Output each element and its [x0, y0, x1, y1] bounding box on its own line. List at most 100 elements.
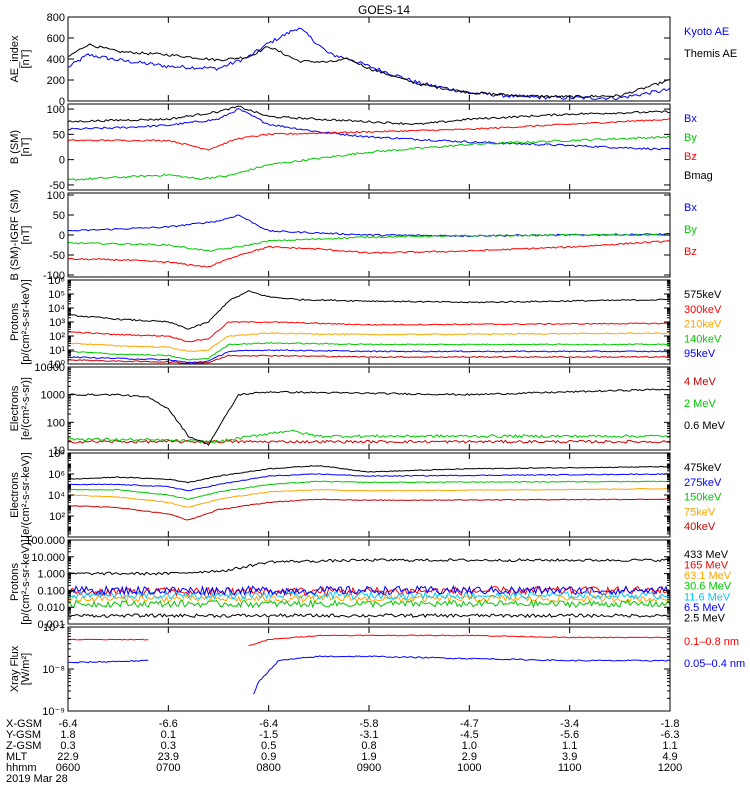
panel-6: 10² 10⁴ 10⁶ 10⁸ Electrons [e/(cm²-s-sr-keV)] 4…: [9, 448, 722, 538]
series-line-0.6-MeV: [68, 388, 670, 447]
series-line-475keV: [68, 465, 670, 484]
y-tick-label: 10²: [49, 511, 65, 523]
y-tick-label: 10²: [49, 331, 65, 343]
y-axis-label: [e/(cm²-s-sr)]: [20, 377, 32, 440]
legend-entry: 433 MeV: [684, 549, 729, 561]
x-axis-row-value: 2.9: [462, 751, 477, 763]
panel-2-series: [68, 105, 670, 181]
series-line-Bz: [68, 118, 670, 151]
y-tick-label: 600: [47, 33, 65, 45]
x-axis-row-value: 0800: [256, 762, 280, 774]
y-tick-label: 0.100: [37, 585, 65, 597]
x-axis-row-value: -3.4: [560, 718, 579, 730]
x-axis-row-value: 4.9: [662, 751, 677, 763]
legend-entry: 0.1–0.8 nm: [684, 636, 739, 648]
x-axis-row-label: Y-GSM: [6, 729, 41, 741]
x-axis-row-value: 23.9: [158, 751, 179, 763]
x-axis-row-value: 1.0: [462, 740, 477, 752]
x-axis-row-value: 1.9: [361, 751, 376, 763]
y-tick-label: 0.001: [37, 619, 65, 631]
y-axis-label: Protons: [9, 303, 21, 341]
series-line-40keV: [68, 498, 670, 521]
y-tick-label: 400: [47, 54, 65, 66]
legend-entry: 4 MeV: [684, 376, 716, 388]
legend-entry: 575keV: [684, 289, 722, 301]
legend-entry: 0.6 MeV: [684, 420, 726, 432]
x-axis-row-value: 1000: [457, 762, 481, 774]
y-tick-label: 10.000: [31, 552, 65, 564]
legend-entry: 210keV: [684, 319, 722, 331]
x-axis-row-value: 0.9: [261, 751, 276, 763]
y-axis-label: [W/m²]: [20, 653, 32, 685]
y-axis-label: Xray Flux: [9, 645, 21, 692]
x-axis-row-value: 3.9: [562, 751, 577, 763]
legend-entry: Bz: [684, 151, 697, 163]
figure-title: GOES-14: [358, 3, 410, 17]
series-line-0.1-0.8-nm-seg1: [68, 638, 149, 641]
legend-entry: By: [684, 224, 697, 236]
legend-entry: 2.5 MeV: [684, 612, 726, 624]
series-line-0.05-0.4-nm-seg1: [68, 659, 149, 664]
x-axis-row-label: Z-GSM: [6, 740, 41, 752]
y-tick-label: 10⁻⁸: [42, 664, 65, 676]
x-axis-row-label: hhmm: [6, 762, 37, 774]
y-tick-label: 0: [59, 230, 65, 242]
series-line-Themis-AE: [68, 43, 670, 99]
series-line-By: [68, 135, 670, 181]
y-tick-label: 0.010: [37, 602, 65, 614]
x-axis-row-value: 0700: [156, 762, 180, 774]
series-line-30.6-MeV: [68, 598, 670, 609]
panel-7-series: [68, 558, 670, 618]
legend-entry: Themis AE: [684, 48, 737, 60]
x-axis-row-value: 0600: [56, 762, 80, 774]
panel-2: -50 0 50 100 B (SM) [nT] Bx By Bz Bmag: [9, 103, 713, 192]
y-tick-label: 0: [59, 155, 65, 167]
x-axis-row-value: 1.1: [662, 740, 677, 752]
panel-3-series: [68, 214, 670, 268]
y-tick-label: 800: [47, 12, 65, 24]
x-axis-row-value: -5.6: [560, 729, 579, 741]
y-tick-label: 50: [53, 210, 65, 222]
date-label: 2019 Mar 28: [6, 773, 68, 785]
series-line-75keV: [68, 487, 670, 508]
series-line-4-MeV: [68, 439, 670, 444]
legend-entry: 275keV: [684, 477, 722, 489]
y-tick-label: 1000: [41, 390, 65, 402]
y-axis-label: [e/(cm²-s-sr-keV)]: [20, 452, 32, 538]
series-line-6.5-MeV: [68, 584, 670, 597]
y-tick-label: 0: [59, 96, 65, 108]
legend-entry: 300keV: [684, 304, 722, 316]
y-tick-label: 1.000: [37, 569, 65, 581]
panel-1-series: [68, 27, 670, 101]
x-axis-row-value: -3.1: [360, 729, 379, 741]
panel-7: 0.001 0.010 0.100 1.000 10.000 100.000 Protons…: [9, 535, 732, 631]
x-axis-row-value: 0.8: [361, 740, 376, 752]
legend-entry: 95keV: [684, 348, 716, 360]
panel-frame: [67, 103, 671, 191]
x-axis-row-value: -6.4: [259, 718, 278, 730]
y-axis-label: AE_index: [9, 35, 21, 83]
panel-8-series: [68, 634, 670, 695]
panel-frame: [67, 16, 671, 102]
legend-entry: 475keV: [684, 462, 722, 474]
x-axis-row-value: -1.8: [661, 718, 680, 730]
legend-entry: 150keV: [684, 492, 722, 504]
x-axis-row-value: 0.1: [161, 729, 176, 741]
panel-8: 10⁻⁹ 10⁻⁸ 10⁻⁷ Xray Flux [W/m²] 0.1–0.8 nm 0.0…: [9, 622, 745, 718]
y-tick-label: 100.000: [25, 535, 65, 547]
y-tick-label: 10⁴: [48, 303, 65, 315]
y-axis-label: [nT]: [20, 50, 32, 69]
x-axis-row-value: 22.9: [57, 751, 78, 763]
y-axis-label: B (SM): [9, 130, 21, 164]
y-tick-label: 10⁶: [48, 275, 65, 287]
legend-entry: 11.6 MeV: [684, 591, 731, 603]
x-axis-row-value: 0900: [357, 762, 381, 774]
legend-entry: 30.6 MeV: [684, 581, 732, 593]
series-line-150keV: [68, 480, 670, 501]
y-tick-label: 10¹: [49, 345, 65, 357]
y-tick-label: 10: [53, 445, 65, 457]
legend-entry: 0.05–0.4 nm: [684, 658, 745, 670]
x-axis-row-value: 0.5: [261, 740, 276, 752]
x-axis-row-value: -1.5: [259, 729, 278, 741]
legend-entry: 75keV: [684, 506, 716, 518]
